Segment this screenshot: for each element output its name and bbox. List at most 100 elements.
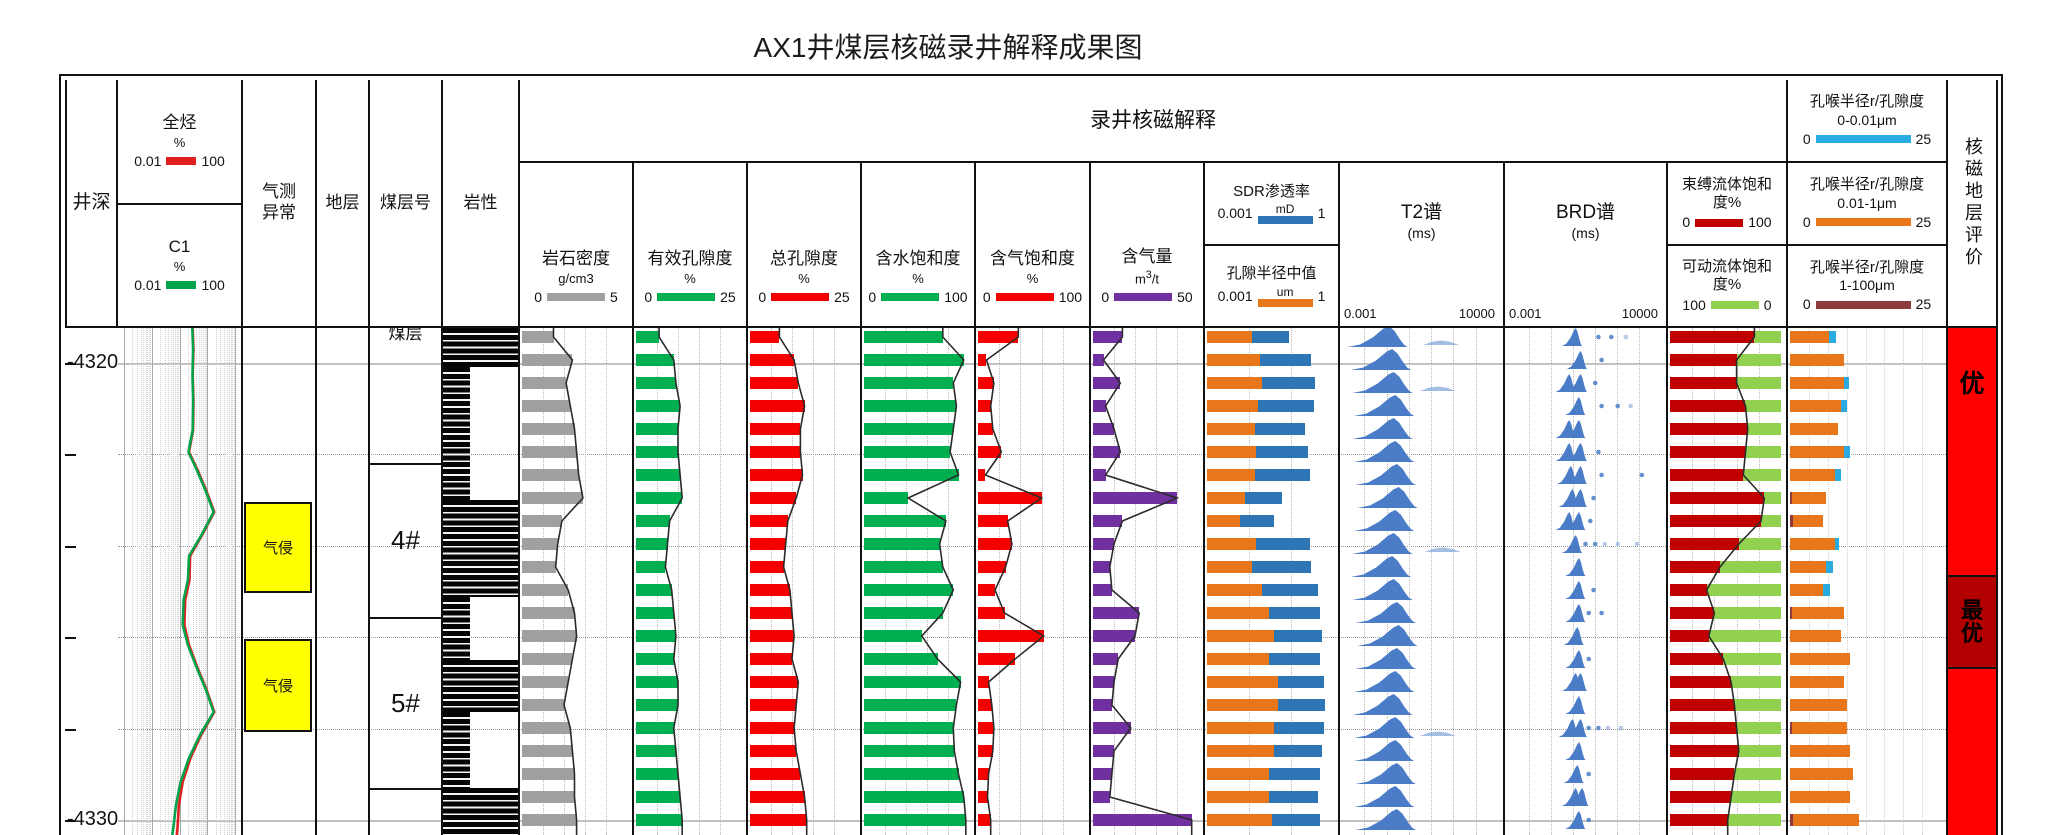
bound-fluid-bar [1670, 354, 1737, 366]
log-decade-line [179, 328, 181, 835]
den-bar [522, 722, 571, 734]
scale-max: 25 [1915, 296, 1932, 313]
grid-vline [657, 328, 658, 835]
movable-fluid-bar [1708, 630, 1781, 642]
sg-bar [978, 630, 1044, 642]
ep-bar [636, 492, 683, 504]
pore-radius-bar [1207, 538, 1257, 550]
c1-unit: % [173, 258, 186, 274]
sw-bar [864, 538, 940, 550]
throat-bar-001-1um [1790, 331, 1830, 343]
header-throat-band-0: 孔喉半径r/孔隙度 0-0.01μm 0 25 [1788, 80, 1948, 163]
coal-bed [443, 367, 470, 500]
tp-bar [750, 699, 797, 711]
log-minor-line [160, 328, 162, 835]
header-depth: 井深 [65, 80, 118, 328]
evaluation-block: 优 [1948, 328, 1996, 575]
grid-vline [1135, 328, 1136, 835]
throat-bar-0-001um [1835, 469, 1841, 481]
scale-min: 0.001 [1217, 287, 1253, 304]
bound-fluid-bar [1670, 492, 1765, 504]
log-minor-line [196, 328, 198, 835]
log-decade-line [124, 328, 125, 835]
gc-bar [1093, 745, 1114, 757]
sw-bar [864, 722, 954, 734]
depth-value: -4320 [67, 351, 119, 373]
sw-bar [864, 469, 959, 481]
tp-bar [750, 423, 801, 435]
track-title: 总孔隙度 [770, 249, 838, 269]
ep-bar [636, 469, 681, 481]
scale-min: 0.01 [134, 152, 162, 169]
grid-vline [1692, 328, 1694, 835]
t2-max: 10000 [1458, 306, 1495, 322]
scale-max: 5 [610, 288, 618, 305]
ep-bar [636, 653, 674, 665]
throat-range: 0.01-1μm [1837, 194, 1897, 211]
movable-fluid-bar [1736, 377, 1781, 389]
movable-fluid-bar [1761, 515, 1781, 527]
pore-radius-bar [1207, 492, 1245, 504]
log-minor-line [149, 328, 151, 835]
depth-tick [65, 454, 76, 456]
sw-bar [864, 676, 961, 688]
header-total-hydrocarbon: 全烃% 0.01 100 [118, 80, 243, 205]
tp-bar [750, 377, 799, 389]
depth-tick [65, 546, 76, 548]
ep-bar [636, 745, 676, 757]
track-unit: % [912, 271, 924, 287]
tp-bar [750, 676, 799, 688]
grid-vline [1062, 328, 1064, 835]
ep-bar [636, 722, 674, 734]
log-minor-line [150, 328, 152, 835]
track-svg [984, 328, 1046, 835]
evaluation-label: 核磁地层评价 [1962, 137, 1983, 269]
tp-bar [750, 354, 795, 366]
tp-bar [750, 768, 801, 780]
sw-bar [864, 354, 964, 366]
gc-bar [1093, 515, 1123, 527]
pore-radius-bar [1207, 377, 1262, 389]
gc-bar [1093, 584, 1112, 596]
header-seam: 煤层号 [370, 80, 443, 328]
bound-fluid-bar [1670, 630, 1709, 642]
gc-bar [1093, 768, 1112, 780]
throat-bar-001-1um [1790, 354, 1845, 366]
movable-fluid-bar [1745, 400, 1781, 412]
coal-bed [443, 328, 518, 367]
track-title: 岩石密度 [542, 249, 610, 269]
scale-color-bar [657, 293, 716, 302]
tp-bar [750, 331, 780, 343]
header-throat-band-2: 孔喉半径r/孔隙度 1-100μm 0 25 [1788, 246, 1948, 328]
t2-title: T2谱 [1400, 202, 1443, 223]
tp-bar [750, 653, 792, 665]
grid-vline [1617, 328, 1618, 835]
gc-bar [1093, 791, 1110, 803]
brd-title: BRD谱 [1555, 202, 1616, 223]
log-decade-line [235, 328, 236, 835]
den-bar [522, 630, 577, 642]
bound-fluid-bar [1670, 791, 1732, 803]
movable-fluid-bar [1714, 607, 1781, 619]
bound-fluid-bar [1670, 768, 1735, 780]
den-bar [522, 331, 554, 343]
grid-vline [1041, 328, 1043, 835]
grid-vline [1846, 328, 1848, 835]
header-track-sw: 含水饱和度% 0 100 [862, 163, 976, 328]
sw-bar [864, 768, 959, 780]
den-bar [522, 791, 575, 803]
track-t2-spectrum [1340, 328, 1505, 835]
throat-bar-0-001um [1835, 538, 1839, 550]
bound-title: 束缚流体饱和度% [1681, 175, 1772, 211]
den-bar [522, 423, 575, 435]
scale-legend: 0.01 100 [134, 153, 225, 170]
scale-unit: um [1276, 284, 1294, 299]
evaluation-grade: 优 [1959, 370, 1985, 398]
seam-number-clipped: 煤层 [388, 328, 423, 343]
den-bar [522, 354, 573, 366]
pore-radius-bar [1207, 469, 1256, 481]
movable-fluid-bar [1747, 423, 1781, 435]
coal-bed [443, 712, 470, 788]
header-t2-spectrum: T2谱 (ms) 0.001 10000 [1340, 163, 1505, 328]
pore-radius-bar [1207, 331, 1253, 343]
